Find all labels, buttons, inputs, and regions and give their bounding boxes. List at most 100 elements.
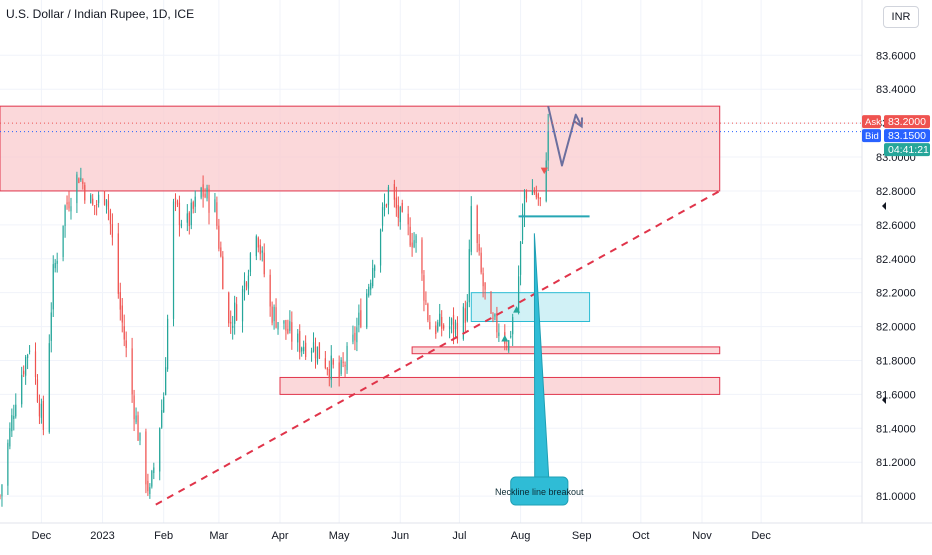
- candle: [512, 313, 514, 346]
- candle: [76, 171, 78, 213]
- candle-body: [62, 225, 64, 257]
- candle-body: [269, 274, 271, 307]
- chart-title: U.S. Dollar / Indian Rupee, 1D, ICE: [6, 7, 195, 21]
- candle-body: [194, 196, 196, 207]
- candle: [468, 239, 470, 308]
- candle: [437, 319, 439, 333]
- candle: [456, 316, 459, 344]
- candle-body: [338, 362, 340, 378]
- candle-body: [92, 198, 94, 205]
- price-tick-label: 82.8000: [876, 186, 916, 198]
- candle-body: [395, 197, 397, 209]
- candle: [531, 179, 534, 196]
- projected-path[interactable]: [547, 105, 583, 167]
- candle-body: [80, 177, 82, 181]
- price-axis: 83.600083.400083.200083.000082.800082.60…: [861, 0, 932, 550]
- candle: [131, 337, 133, 403]
- candle: [241, 285, 244, 333]
- candle-body: [285, 320, 287, 331]
- price-tick-label: 83.6000: [876, 50, 916, 62]
- callout-box[interactable]: [510, 476, 569, 506]
- candle: [470, 196, 472, 256]
- candle-body: [277, 322, 279, 330]
- candle-body: [178, 202, 181, 226]
- sell-marker: [540, 167, 548, 175]
- candle-body: [484, 282, 486, 290]
- resistance-zone[interactable]: [279, 376, 721, 395]
- candle-body: [174, 197, 177, 200]
- candle: [103, 190, 106, 206]
- candle-body: [494, 314, 496, 317]
- candle: [366, 289, 368, 330]
- candle-body: [161, 410, 163, 428]
- candle-body: [188, 212, 190, 227]
- candle-body: [344, 365, 346, 367]
- candle-body: [316, 346, 319, 363]
- candle: [62, 225, 64, 262]
- candle-body: [180, 223, 183, 227]
- candle-body: [111, 224, 114, 238]
- candle-body: [202, 184, 204, 197]
- candle-body: [512, 317, 514, 335]
- candle-body: [464, 308, 466, 323]
- candle-body: [159, 428, 161, 472]
- candle-body: [482, 273, 484, 287]
- candle-body: [314, 346, 317, 359]
- candle: [186, 204, 188, 232]
- candle: [249, 252, 252, 277]
- candle: [517, 265, 520, 315]
- candle: [78, 177, 80, 184]
- candle: [94, 205, 96, 216]
- ask-value-box: [884, 115, 930, 129]
- demand-zone[interactable]: [470, 292, 591, 322]
- candle-body: [409, 226, 411, 246]
- candle-body: [289, 321, 291, 331]
- candle: [1, 484, 3, 507]
- candle-body: [366, 293, 368, 328]
- candle: [289, 310, 291, 334]
- candle-body: [76, 174, 78, 204]
- candle-body: [299, 331, 301, 353]
- candle: [508, 339, 510, 353]
- candle-body: [151, 470, 153, 487]
- candle-body: [508, 340, 510, 351]
- candle-body: [539, 197, 541, 199]
- candle-body: [354, 332, 356, 341]
- candle-body: [283, 320, 285, 324]
- candle-body: [109, 210, 112, 225]
- time-tick-label: Aug: [511, 530, 531, 542]
- candle: [50, 302, 52, 353]
- candle: [397, 196, 399, 227]
- candle-body: [478, 243, 480, 251]
- candle: [448, 316, 451, 339]
- candle-body: [401, 202, 403, 212]
- candle: [342, 352, 344, 368]
- candle: [411, 232, 413, 257]
- candle: [188, 211, 190, 235]
- resistance-zone[interactable]: [411, 346, 721, 355]
- candle-body: [342, 361, 344, 364]
- candle: [340, 357, 342, 377]
- candle: [80, 167, 82, 182]
- support-trendline[interactable]: [155, 190, 721, 506]
- candle: [121, 297, 123, 333]
- currency-button[interactable]: INR: [883, 6, 919, 28]
- candle: [222, 251, 224, 290]
- resistance-zone[interactable]: [0, 105, 721, 192]
- candle-body: [476, 205, 478, 244]
- candle-body: [437, 322, 439, 331]
- candle: [40, 398, 43, 424]
- candle: [519, 241, 522, 286]
- candle: [533, 187, 535, 195]
- candle-body: [90, 195, 92, 204]
- candle-body: [525, 191, 528, 199]
- candle: [243, 272, 246, 301]
- candle: [537, 192, 539, 206]
- candle-body: [328, 369, 330, 379]
- candle-body: [413, 240, 415, 247]
- candle: [287, 319, 289, 335]
- candle: [332, 358, 334, 369]
- candle: [346, 342, 348, 374]
